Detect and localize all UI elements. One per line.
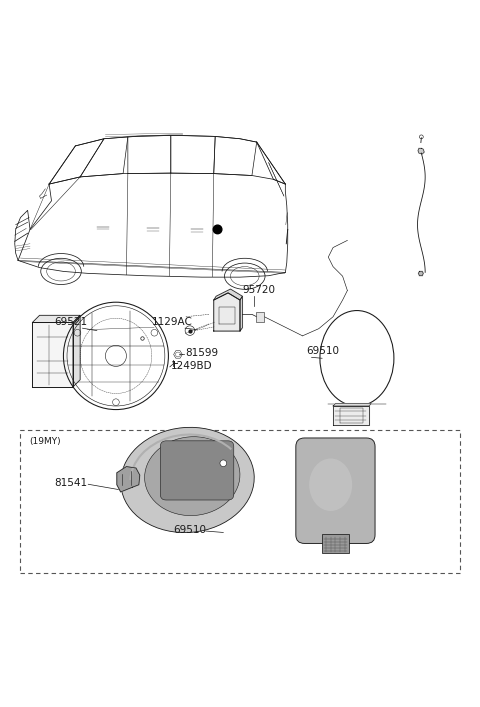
Text: 81599: 81599 [185,349,218,358]
Text: 69521: 69521 [54,317,87,327]
FancyBboxPatch shape [322,534,349,553]
Text: 81541: 81541 [54,479,87,489]
Text: 1249BD: 1249BD [171,361,213,371]
Polygon shape [418,148,424,154]
Circle shape [220,460,227,467]
FancyBboxPatch shape [160,441,234,500]
FancyBboxPatch shape [21,430,459,573]
Ellipse shape [121,427,254,532]
Polygon shape [333,404,371,406]
Ellipse shape [144,437,240,515]
FancyBboxPatch shape [256,312,264,322]
Polygon shape [214,289,242,300]
Polygon shape [73,315,80,387]
Polygon shape [214,293,240,331]
Text: (19MY): (19MY) [29,437,60,446]
Polygon shape [33,315,80,322]
Polygon shape [240,296,242,331]
Ellipse shape [309,458,352,511]
Text: 1129AC: 1129AC [152,317,192,327]
Text: 69510: 69510 [306,346,339,356]
Circle shape [213,225,222,234]
Polygon shape [33,322,73,387]
Text: 95720: 95720 [242,286,276,296]
Polygon shape [174,351,182,358]
FancyBboxPatch shape [296,438,375,544]
Polygon shape [419,271,423,276]
Text: 69510: 69510 [173,525,206,535]
Polygon shape [333,406,369,425]
Polygon shape [117,467,140,492]
